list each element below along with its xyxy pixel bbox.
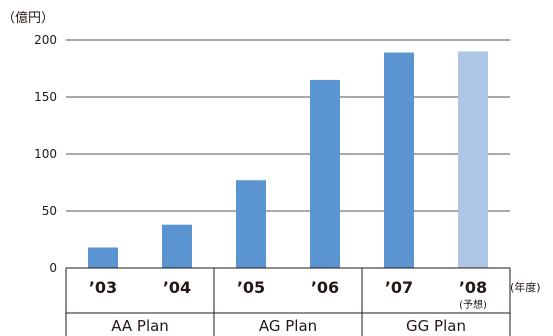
bar [162, 224, 192, 268]
y-tick-label: 50 [42, 204, 57, 218]
x-axis-unit-label: (年度) [510, 280, 541, 294]
x-category-labels: ’03 ’04 ’05 ’06 ’07 ’08(予想) [89, 278, 487, 311]
x-category-label: ’07 [385, 278, 413, 297]
x-category-sublabel: (予想) [459, 298, 487, 311]
plan-labels: AA Plan AG Plan GG Plan [111, 317, 466, 335]
bar [236, 180, 266, 268]
x-category-label: ’05 [237, 278, 265, 297]
bar [384, 52, 414, 268]
x-category-label: ’03 [89, 278, 117, 297]
x-category-label: ’04 [163, 278, 191, 297]
grid-layer [66, 39, 510, 212]
y-axis-unit-label: （億円） [2, 10, 54, 26]
plan-label: GG Plan [406, 317, 466, 335]
y-tick-label: 200 [34, 33, 57, 47]
bar [88, 247, 118, 268]
x-category-label: ’08 [459, 278, 487, 297]
bar-forecast [458, 51, 488, 269]
x-category-table [65, 267, 511, 336]
plan-label: AG Plan [259, 317, 317, 335]
y-tick-label: 150 [34, 90, 57, 104]
y-tick-label: 0 [49, 261, 57, 275]
plan-label: AA Plan [111, 317, 169, 335]
bar-series [88, 51, 488, 269]
y-tick-label: 100 [34, 147, 57, 161]
y-tick-labels: 0 50 100 150 200 [34, 33, 57, 275]
x-category-label: ’06 [311, 278, 339, 297]
bar [310, 79, 340, 269]
